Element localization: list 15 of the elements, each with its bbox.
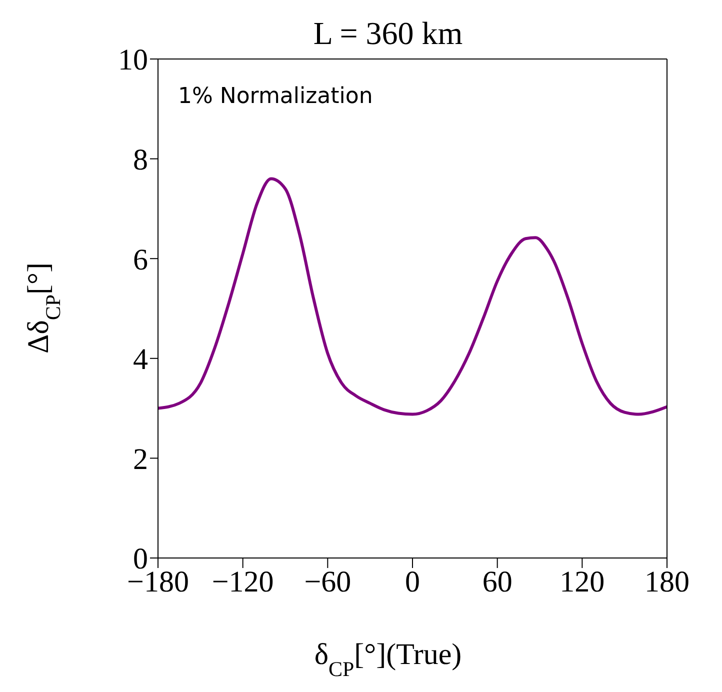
- x-tick-label: −60: [304, 565, 352, 598]
- chart-title: L = 360 km: [313, 15, 463, 51]
- x-tick-label: 0: [405, 565, 420, 598]
- line-series: [158, 177, 667, 416]
- x-tick-label: 120: [560, 565, 605, 598]
- y-tick-label: 2: [133, 442, 148, 476]
- x-tick-label: 60: [482, 565, 512, 598]
- x-tick-label: 180: [644, 565, 690, 598]
- y-tick-label: 8: [133, 143, 148, 176]
- y-tick-label: 10: [118, 44, 148, 77]
- x-axis-title: δ$_{CP}$[°](True): [314, 638, 462, 681]
- annotation: 1% Normalization: [178, 84, 373, 109]
- y-tick-label: 6: [133, 243, 148, 276]
- y-tick-label: 4: [133, 343, 148, 376]
- x-tick-label: −120: [212, 565, 274, 598]
